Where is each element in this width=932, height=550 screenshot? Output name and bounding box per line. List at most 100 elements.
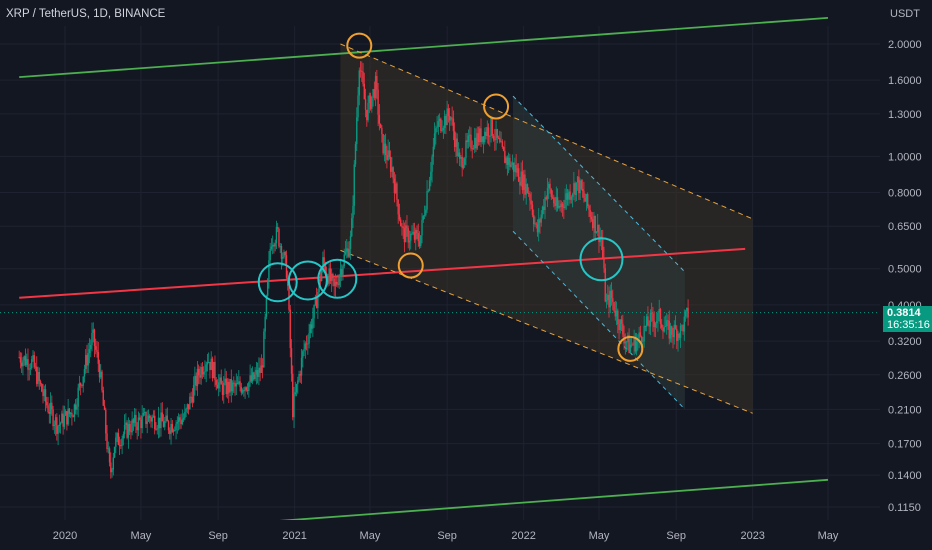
candle-body [603, 257, 605, 269]
candle-body [328, 268, 330, 284]
candle-body [278, 228, 280, 247]
candle-body [164, 421, 166, 427]
orange-upper-dashed [340, 43, 753, 220]
candle-body [21, 362, 23, 367]
candle-body [575, 182, 578, 195]
candle-body [469, 134, 471, 136]
price-tick-label: 0.1400 [888, 470, 922, 482]
candle-body [169, 430, 171, 434]
candle-body [315, 296, 318, 309]
candle-body [394, 183, 397, 194]
candle-body [66, 411, 68, 425]
candle-body [146, 421, 148, 424]
candle-body [477, 133, 480, 143]
candle-body [156, 428, 158, 430]
candle-body [255, 370, 258, 375]
candles-layer [18, 61, 689, 479]
candle-body [91, 332, 93, 346]
candle-body [554, 203, 556, 206]
candle-body [147, 415, 150, 422]
candle-body [614, 310, 616, 317]
candle-body [210, 358, 212, 371]
candle-body [122, 434, 125, 439]
candle-body [421, 219, 423, 236]
candle-body [241, 390, 244, 393]
candle-body [202, 372, 205, 375]
candle-body [683, 316, 686, 332]
candle-body [62, 413, 64, 427]
candle-body [447, 108, 450, 117]
candle-body [102, 390, 104, 406]
candle-body [138, 417, 141, 420]
candle-body [367, 102, 369, 121]
candle-body [332, 273, 334, 279]
last-price-value: 0.3814 [887, 306, 921, 319]
candle-body [108, 448, 111, 463]
candle-body [492, 135, 495, 140]
cyan-lower-dashed [512, 230, 686, 410]
candle-body [130, 431, 132, 433]
candle-body [363, 83, 366, 100]
candle-body [642, 341, 644, 343]
candle-body [115, 437, 117, 447]
candle-body [618, 324, 620, 331]
candle-body [213, 361, 215, 379]
candle-body [304, 343, 307, 350]
candle-body [61, 413, 63, 424]
candle-body [460, 156, 462, 159]
candle-body [344, 251, 347, 255]
candle-body [556, 197, 559, 208]
candle-body [527, 193, 530, 194]
candle-body [548, 183, 550, 189]
candle-body [313, 304, 315, 319]
candle-body [97, 351, 99, 364]
orange-circle-low [617, 335, 644, 362]
candle-body [520, 171, 522, 186]
candle-body [635, 341, 638, 352]
candle-body [220, 377, 222, 385]
candle-body [461, 156, 463, 169]
candle-body [174, 430, 176, 431]
candle-body [372, 89, 374, 97]
cyan-circle-4 [579, 237, 624, 282]
price-tick-label: 0.1150 [888, 502, 921, 514]
candle-body [151, 417, 153, 422]
candle-body [574, 183, 576, 195]
candle-body [416, 229, 418, 234]
candle-body [669, 326, 672, 339]
candle-body [100, 371, 102, 378]
candle-body [47, 405, 49, 412]
candle-body [448, 116, 451, 121]
candle-body [524, 174, 526, 195]
candle-body [195, 375, 197, 387]
candle-body [18, 357, 20, 358]
candle-body [410, 233, 412, 241]
candle-body [615, 310, 618, 317]
candle-body [98, 363, 101, 378]
candle-body [462, 164, 465, 169]
candle-body [405, 225, 407, 243]
candle-body [280, 246, 283, 259]
candle-body [568, 191, 570, 200]
candle-body [192, 385, 195, 403]
candle-body [517, 168, 520, 182]
candle-body [525, 184, 527, 195]
candle-body [251, 372, 254, 382]
candle-body [33, 355, 35, 368]
candle-body [564, 199, 566, 209]
candle-body [145, 411, 147, 424]
candle-body [58, 424, 61, 427]
candle-body [53, 424, 56, 427]
candle-body [78, 383, 81, 388]
candle-body [46, 401, 48, 406]
candle-body [632, 344, 634, 346]
candle-body [539, 219, 541, 223]
candle-body [597, 224, 599, 233]
candle-body [504, 150, 506, 164]
candle-body [154, 415, 156, 430]
candle-body [550, 189, 552, 197]
candle-body [417, 233, 419, 242]
candle-body [684, 311, 687, 317]
candle-body [347, 248, 349, 257]
